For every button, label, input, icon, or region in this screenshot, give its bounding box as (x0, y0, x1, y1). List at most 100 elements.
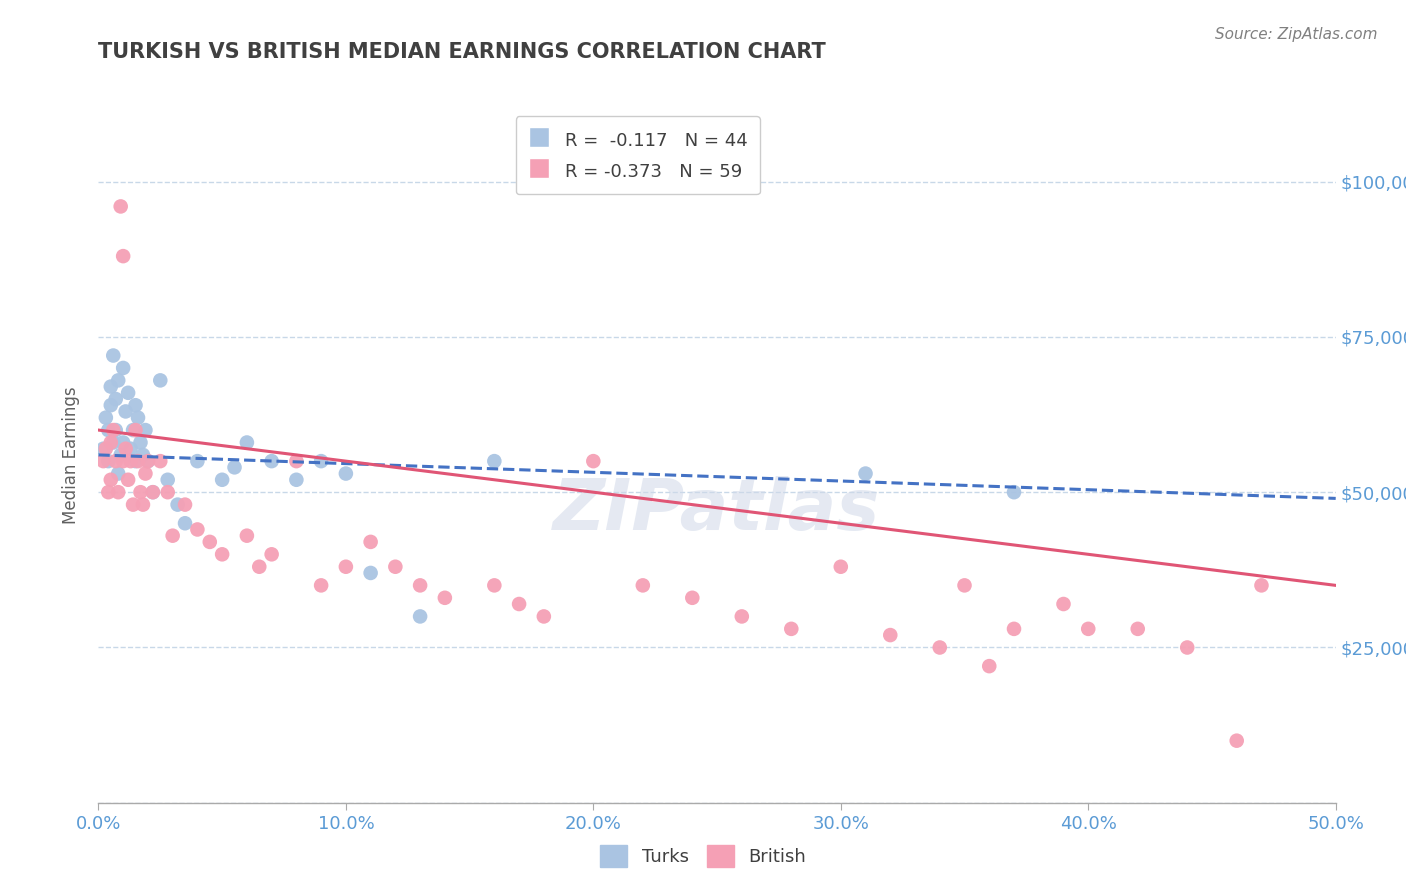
Point (149, 373, 172, 387)
Point (285, 473, 308, 487)
Point (533, 609, 555, 624)
Point (94, 410, 117, 425)
Point (104, 423, 127, 437)
Point (107, 467, 129, 481)
Point (1175, 640, 1198, 655)
Point (409, 609, 432, 624)
Point (112, 454, 135, 468)
Point (117, 385, 139, 400)
Legend: R =  -0.117   N = 44, R = -0.373   N = 59: R = -0.117 N = 44, R = -0.373 N = 59 (516, 116, 759, 194)
Point (134, 423, 156, 437)
Point (124, 454, 146, 468)
Point (1077, 622, 1099, 636)
Point (136, 454, 159, 468)
Point (156, 485, 179, 500)
Point (186, 523, 208, 537)
Point (114, 442, 136, 456)
Point (124, 398, 146, 412)
Point (100, 398, 122, 412)
Point (134, 467, 156, 481)
Point (260, 547, 283, 561)
Text: ZIPatlas: ZIPatlas (554, 476, 880, 545)
Point (122, 423, 145, 437)
Point (104, 454, 127, 468)
Point (174, 498, 197, 512)
Point (129, 485, 152, 500)
Point (1126, 622, 1149, 636)
Point (112, 435, 135, 450)
Text: TURKISH VS BRITISH MEDIAN EARNINGS CORRELATION CHART: TURKISH VS BRITISH MEDIAN EARNINGS CORRE… (98, 43, 827, 62)
Point (124, 423, 146, 437)
Point (162, 529, 184, 543)
Point (104, 392, 127, 406)
Point (236, 435, 259, 450)
Point (360, 566, 382, 580)
Point (110, 199, 132, 213)
Point (731, 609, 754, 624)
Point (136, 454, 159, 468)
Point (309, 454, 332, 468)
Point (681, 591, 703, 605)
Point (830, 559, 852, 574)
Point (631, 578, 654, 592)
Point (186, 454, 208, 468)
Point (260, 454, 283, 468)
Point (953, 578, 976, 592)
Point (236, 529, 259, 543)
Point (433, 591, 456, 605)
Point (97, 454, 120, 468)
Point (211, 473, 233, 487)
Point (107, 373, 129, 387)
Point (112, 249, 135, 263)
Point (198, 534, 221, 549)
Point (1002, 622, 1025, 636)
Point (582, 454, 605, 468)
Point (156, 473, 179, 487)
Point (166, 498, 188, 512)
Point (122, 498, 145, 512)
Point (114, 404, 136, 418)
Point (1226, 733, 1249, 747)
Point (1052, 597, 1074, 611)
Point (132, 448, 155, 462)
Point (1002, 485, 1025, 500)
Point (93, 454, 115, 468)
Point (103, 435, 125, 450)
Point (127, 410, 149, 425)
Point (120, 442, 142, 456)
Point (127, 454, 149, 468)
Point (247, 559, 270, 574)
Point (93, 442, 115, 456)
Point (879, 628, 901, 642)
Point (112, 360, 135, 375)
Point (484, 578, 506, 592)
Point (928, 640, 950, 655)
Point (285, 454, 308, 468)
Point (309, 578, 332, 592)
Point (132, 498, 155, 512)
Point (142, 485, 165, 500)
Point (103, 349, 125, 363)
Point (335, 467, 357, 481)
Point (97, 485, 120, 500)
Point (409, 578, 432, 592)
Point (360, 534, 382, 549)
Point (110, 448, 132, 462)
Point (100, 435, 122, 450)
Point (979, 659, 1001, 673)
Point (117, 473, 139, 487)
Point (211, 547, 233, 561)
Point (120, 454, 142, 468)
Point (142, 485, 165, 500)
Point (100, 473, 122, 487)
Point (149, 454, 172, 468)
Point (384, 559, 406, 574)
Legend: Turks, British: Turks, British (593, 838, 813, 874)
Point (855, 467, 877, 481)
Point (97, 423, 120, 437)
Point (94, 442, 117, 456)
Point (107, 485, 129, 500)
Point (335, 559, 357, 574)
Text: Source: ZipAtlas.com: Source: ZipAtlas.com (1215, 27, 1378, 42)
Point (780, 622, 803, 636)
